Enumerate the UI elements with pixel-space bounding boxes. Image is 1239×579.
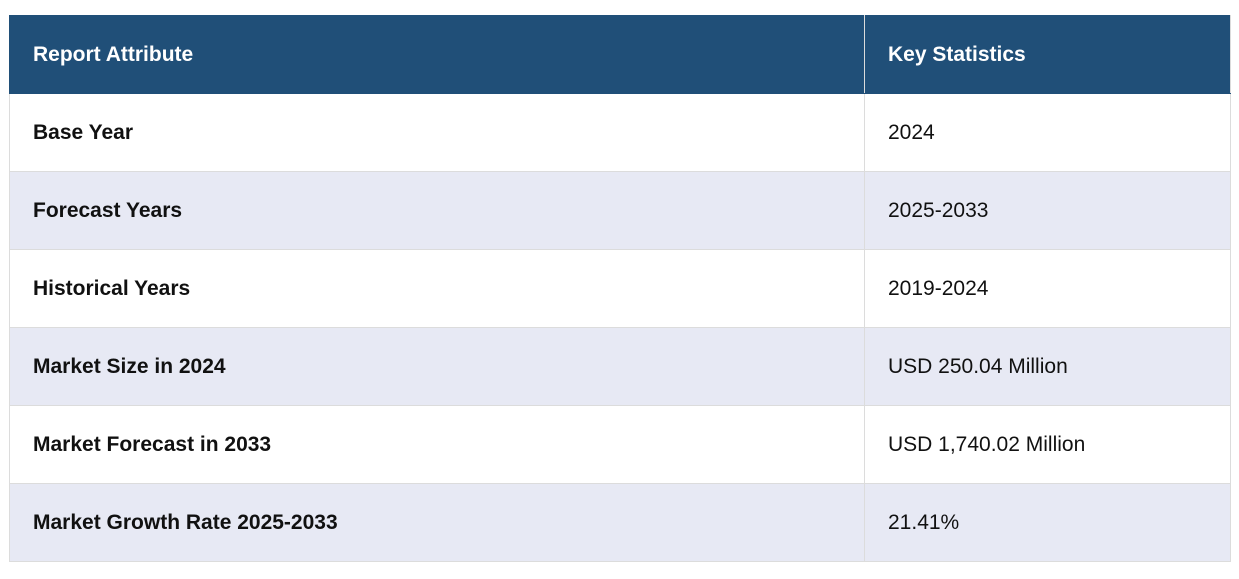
value-cell: 2019-2024 [864, 249, 1231, 328]
table-row: Forecast Years 2025-2033 [9, 171, 1231, 250]
table-row: Market Size in 2024 USD 250.04 Million [9, 327, 1231, 406]
table-row: Market Growth Rate 2025-2033 21.41% [9, 483, 1231, 562]
attribute-cell: Forecast Years [9, 171, 865, 250]
value-cell: 21.41% [864, 483, 1231, 562]
value-cell: USD 250.04 Million [864, 327, 1231, 406]
attribute-cell: Base Year [9, 93, 865, 172]
header-cell: Key Statistics [864, 15, 1231, 94]
attribute-cell: Historical Years [9, 249, 865, 328]
table-row: Historical Years 2019-2024 [9, 249, 1231, 328]
table-row: Market Forecast in 2033 USD 1,740.02 Mill… [9, 405, 1231, 484]
header-row: Report Attribute Key Statistics [9, 15, 1231, 94]
attribute-cell: Market Forecast in 2033 [9, 405, 865, 484]
table-row: Base Year 2024 [9, 93, 1231, 172]
table-body: Base Year 2024 Forecast Years 2025-2033 Hist… [9, 93, 1231, 562]
attribute-cell: Market Growth Rate 2025-2033 [9, 483, 865, 562]
value-cell: 2024 [864, 93, 1231, 172]
header-cell: Report Attribute [9, 15, 865, 94]
attribute-cell: Market Size in 2024 [9, 327, 865, 406]
stats-table: Report Attribute Key Statistics Base Yea… [9, 15, 1231, 562]
value-cell: 2025-2033 [864, 171, 1231, 250]
value-cell: USD 1,740.02 Million [864, 405, 1231, 484]
